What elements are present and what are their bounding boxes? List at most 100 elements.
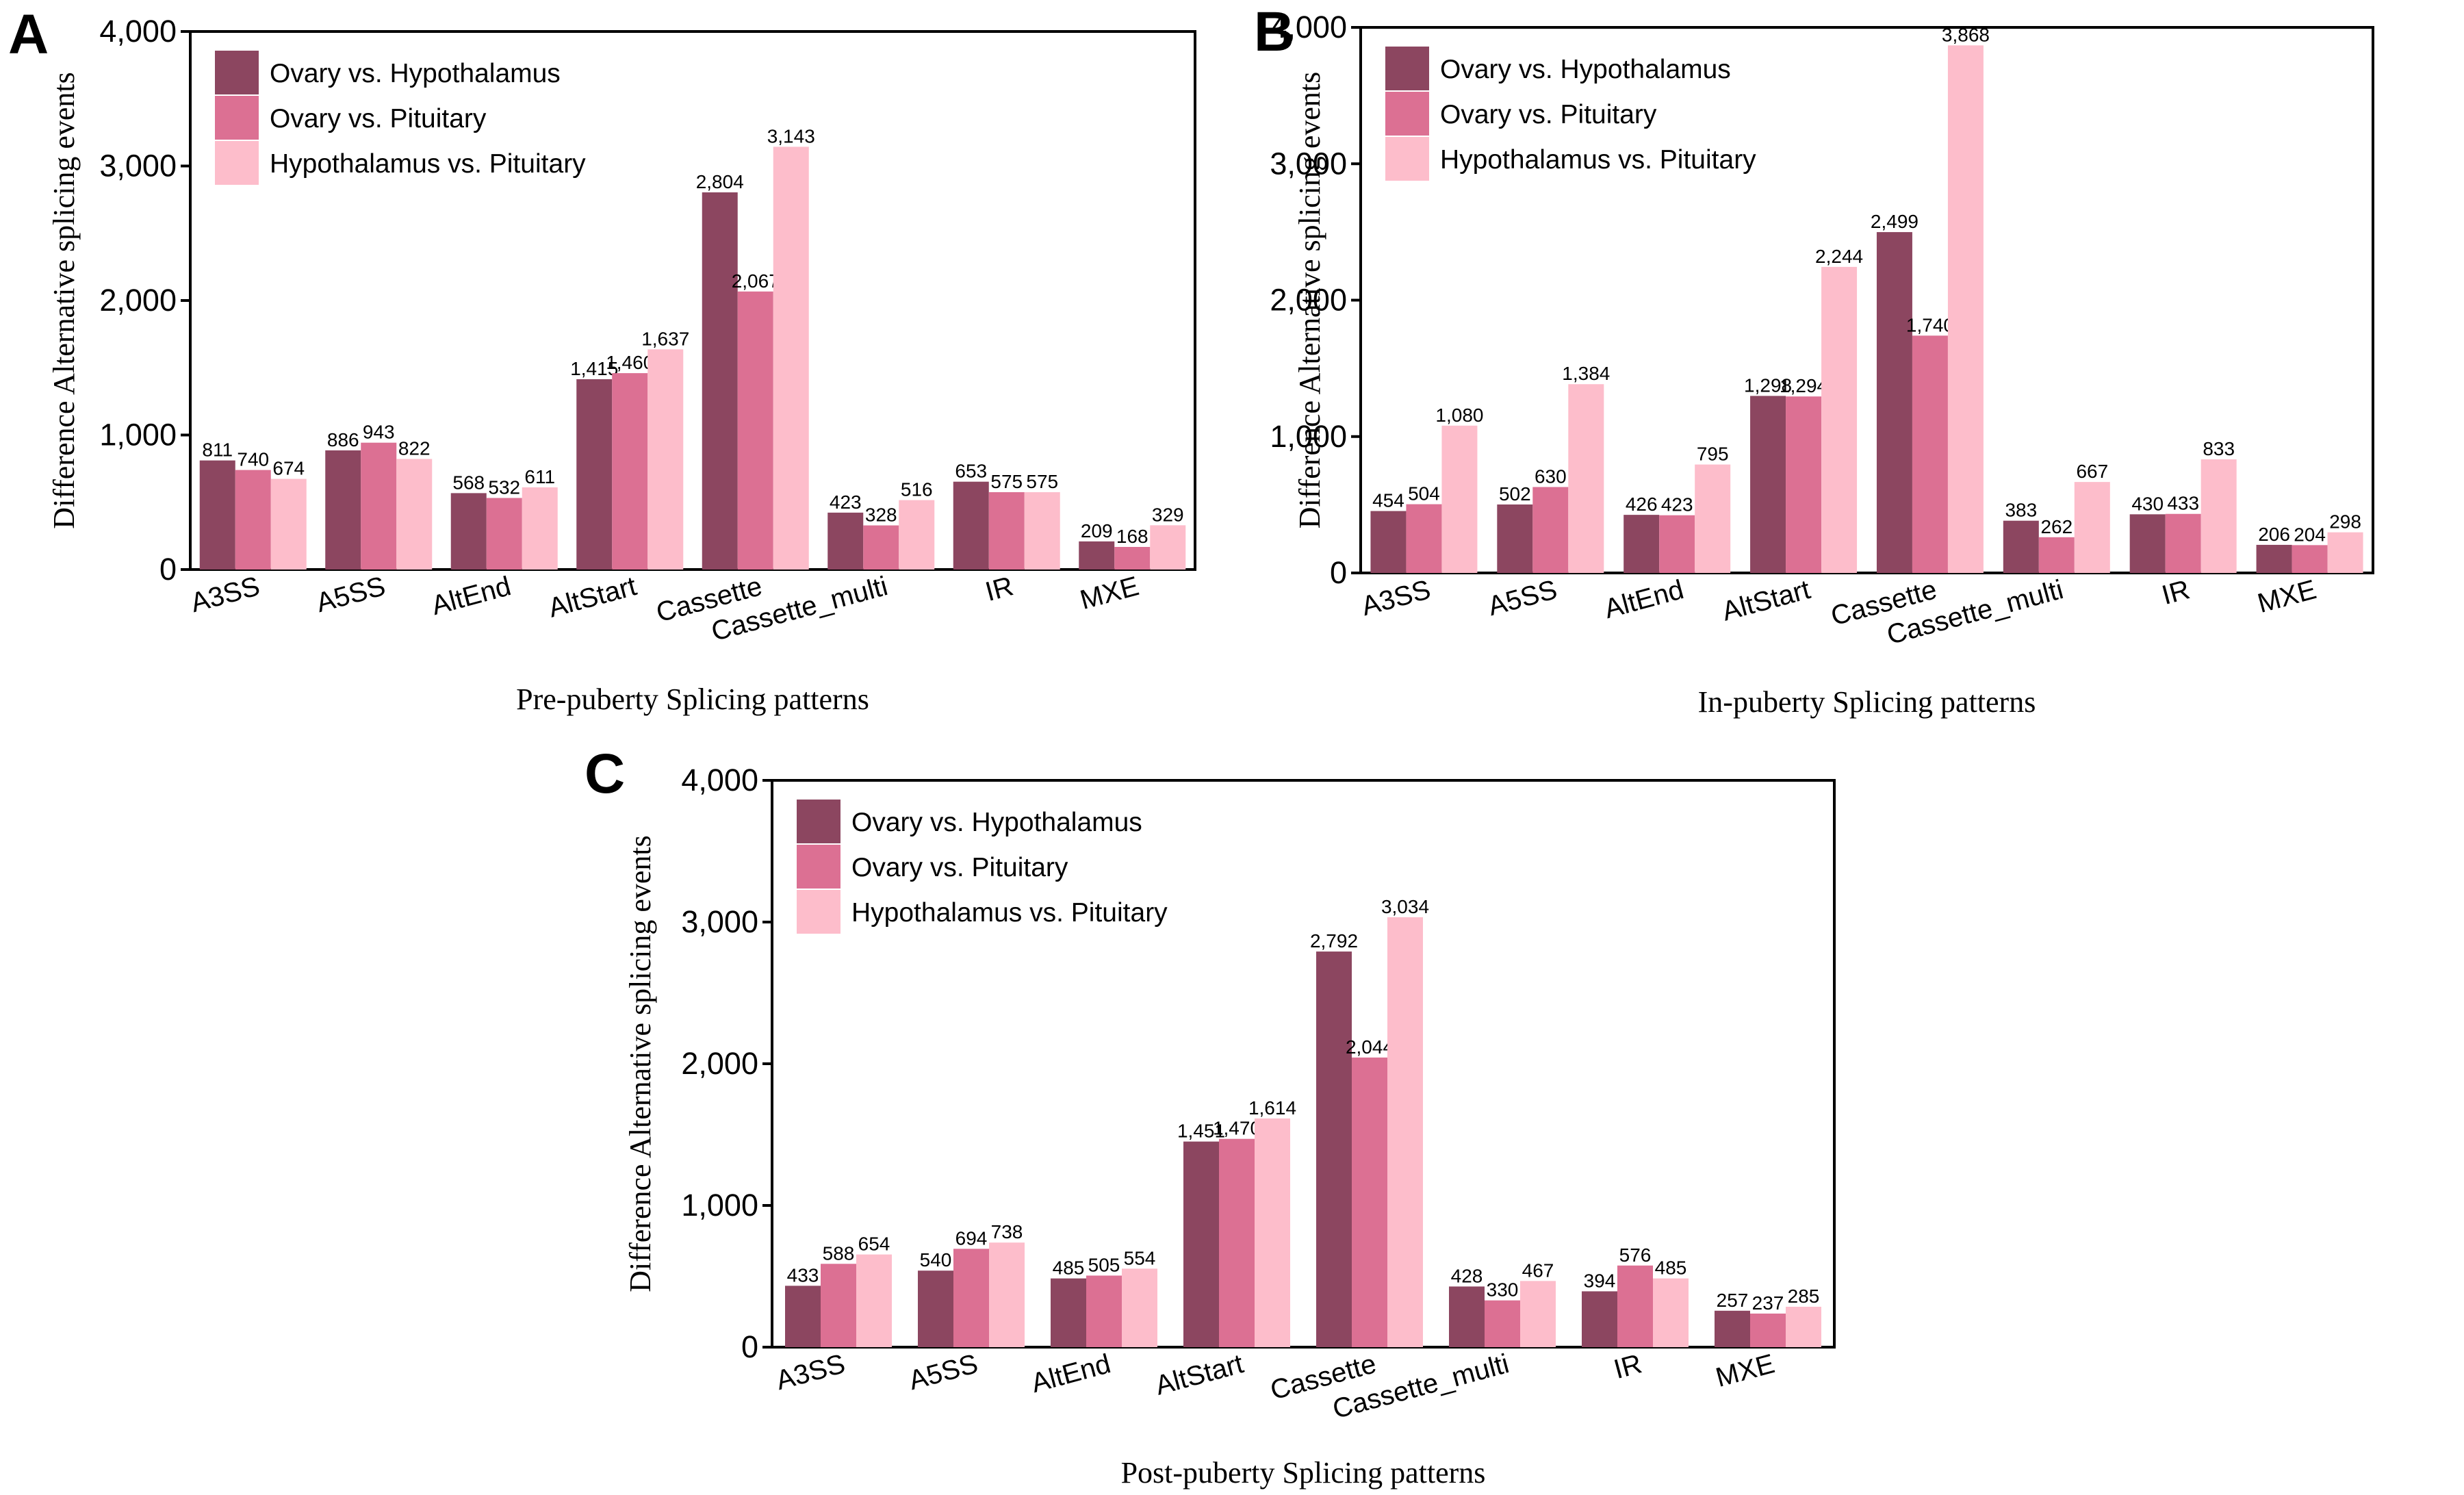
bar-cassette-multi-series-3 xyxy=(2074,482,2110,573)
data-label: 485 xyxy=(1053,1257,1085,1279)
bar-a5ss-series-1 xyxy=(918,1270,953,1347)
x-axis-title: In-puberty Splicing patterns xyxy=(1698,685,2036,719)
bar-altstart-series-3 xyxy=(1821,266,1858,573)
bar-cassette-multi-series-3 xyxy=(1520,1281,1556,1347)
data-label: 1,294 xyxy=(1780,375,1827,396)
legend-swatch xyxy=(797,890,840,934)
y-tick-label: 3,000 xyxy=(1270,146,1347,181)
data-label: 204 xyxy=(2294,524,2326,545)
bar-altend-series-1 xyxy=(1624,515,1660,573)
data-label: 667 xyxy=(2076,461,2108,482)
bar-a3ss-series-2 xyxy=(235,470,271,570)
bar-cassette-multi-series-1 xyxy=(2003,520,2039,573)
legend-swatch xyxy=(215,141,259,185)
panel-letter: A xyxy=(8,3,49,66)
data-label: 285 xyxy=(1788,1286,1820,1307)
data-label: 426 xyxy=(1626,494,1658,515)
y-tick-label: 2,000 xyxy=(1270,283,1347,318)
data-label: 943 xyxy=(363,422,395,443)
bar-altend-series-3 xyxy=(1122,1268,1157,1347)
data-label: 654 xyxy=(858,1234,890,1255)
data-label: 3,868 xyxy=(1942,24,1990,45)
y-tick-label: 2,000 xyxy=(681,1046,758,1081)
data-label: 576 xyxy=(1619,1244,1652,1266)
y-axis-title: Difference Alternative splicing events xyxy=(47,72,81,529)
x-tick-label: AltEnd xyxy=(428,571,514,621)
bar-cassette-series-3 xyxy=(1387,917,1423,1347)
bar-ir-series-2 xyxy=(1617,1265,1653,1347)
bar-cassette-multi-series-1 xyxy=(1449,1286,1485,1347)
legend-label: Ovary vs. Pituitary xyxy=(1440,100,1657,129)
x-axis-title: Pre-puberty Splicing patterns xyxy=(516,682,869,716)
data-label: 502 xyxy=(1499,483,1531,504)
bar-cassette-series-1 xyxy=(1876,232,1912,573)
legend-label: Hypothalamus vs. Pituitary xyxy=(1440,145,1756,175)
bar-cassette-series-1 xyxy=(1316,951,1352,1347)
y-tick-label: 1,000 xyxy=(681,1188,758,1223)
data-label: 575 xyxy=(990,471,1023,492)
bar-altstart-series-1 xyxy=(1183,1141,1219,1347)
data-label: 630 xyxy=(1535,465,1567,487)
bar-a3ss-series-3 xyxy=(270,478,307,570)
data-label: 485 xyxy=(1655,1257,1687,1279)
bar-a5ss-series-1 xyxy=(1497,504,1533,573)
data-label: 822 xyxy=(398,437,431,459)
data-label: 674 xyxy=(272,458,305,479)
chart-panel-b: B 0 1,000 2,000 3,000 4,000 454 504 1,080 A3SS 502… xyxy=(1254,1,2374,719)
data-label: 433 xyxy=(787,1264,819,1286)
data-label: 1,298 xyxy=(1744,374,1792,396)
bar-ir-series-2 xyxy=(2165,513,2201,573)
bar-a3ss-series-1 xyxy=(199,460,235,570)
legend-label: Ovary vs. Hypothalamus xyxy=(1440,55,1731,84)
chart-panel-a: A 0 1,000 2,000 3,000 4,000 811 740 674 A3SS 886 94… xyxy=(8,3,1196,716)
data-label: 1,614 xyxy=(1248,1097,1296,1119)
data-label: 454 xyxy=(1372,490,1404,511)
bar-a5ss-series-2 xyxy=(1532,487,1569,573)
bar-altend-series-2 xyxy=(486,498,522,570)
data-label: 540 xyxy=(920,1249,952,1270)
data-label: 833 xyxy=(2203,438,2235,459)
data-label: 611 xyxy=(524,466,555,487)
bar-altstart-series-2 xyxy=(612,373,648,570)
data-label: 394 xyxy=(1584,1270,1616,1291)
data-label: 738 xyxy=(991,1221,1023,1242)
bar-a3ss-series-1 xyxy=(1370,511,1407,573)
bar-mxe-series-2 xyxy=(2292,545,2328,573)
y-tick-label: 0 xyxy=(159,552,177,587)
data-label: 1,384 xyxy=(1562,363,1610,384)
data-label: 504 xyxy=(1408,483,1440,504)
x-tick-label: AltEnd xyxy=(1028,1349,1114,1398)
data-label: 467 xyxy=(1522,1260,1554,1281)
bar-cassette-series-3 xyxy=(773,146,809,570)
x-tick-label: A3SS xyxy=(188,571,263,618)
y-tick-label: 4,000 xyxy=(681,763,758,797)
y-tick-label: 4,000 xyxy=(99,14,177,49)
bar-mxe-series-1 xyxy=(1715,1310,1750,1347)
x-tick-label: AltStart xyxy=(546,571,640,623)
x-tick-label: A3SS xyxy=(1359,574,1434,622)
data-label: 3,143 xyxy=(767,125,815,146)
data-label: 811 xyxy=(202,439,233,461)
legend-label: Ovary vs. Hypothalamus xyxy=(851,808,1142,837)
bar-altstart-series-3 xyxy=(1255,1118,1290,1347)
data-label: 206 xyxy=(2258,524,2290,545)
bar-a3ss-series-1 xyxy=(785,1286,821,1347)
x-tick-label: IR xyxy=(1610,1349,1645,1385)
bar-altstart-series-1 xyxy=(1750,396,1786,573)
y-tick-label: 1,000 xyxy=(99,418,177,452)
bar-altend-series-1 xyxy=(450,493,487,570)
data-label: 1,451 xyxy=(1177,1121,1225,1142)
bar-cassette-multi-series-1 xyxy=(827,512,864,570)
data-label: 1,415 xyxy=(570,358,618,379)
bar-altstart-series-1 xyxy=(576,379,613,570)
bar-ir-series-1 xyxy=(953,481,989,570)
data-label: 168 xyxy=(1116,526,1148,547)
bar-cassette-multi-series-2 xyxy=(2038,537,2075,573)
data-label: 428 xyxy=(1451,1265,1483,1286)
data-label: 1,460 xyxy=(606,352,654,373)
x-tick-label: MXE xyxy=(1077,571,1142,615)
data-label: 329 xyxy=(1152,504,1184,525)
y-tick-label: 3,000 xyxy=(681,904,758,939)
x-tick-label: A5SS xyxy=(313,571,388,618)
data-label: 383 xyxy=(2005,500,2037,521)
